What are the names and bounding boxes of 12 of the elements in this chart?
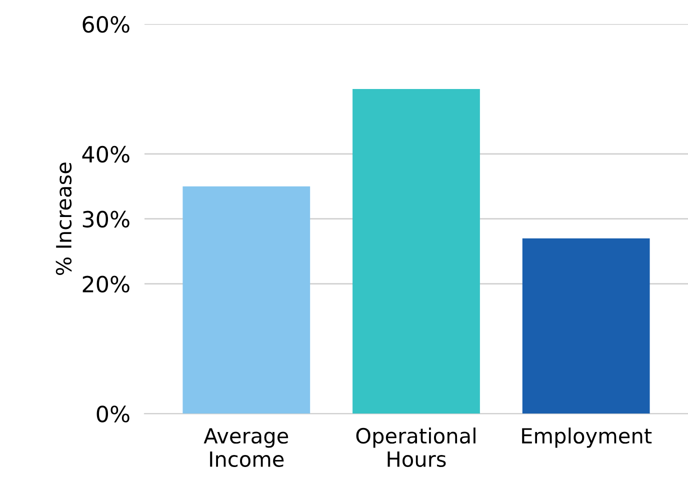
y-axis-title: % Increase (56, 162, 72, 275)
bar (522, 238, 650, 414)
x-tick-label: Operational Hours (356, 428, 476, 468)
y-tick-label: 60% (82, 16, 130, 33)
y-tick-label: 40% (82, 146, 130, 163)
x-tick-label: Employment (522, 428, 652, 448)
y-tick-label: 20% (82, 276, 130, 293)
bar (182, 186, 310, 414)
x-tick-label: Average Income (204, 428, 288, 468)
y-tick-label: 0% (96, 406, 130, 422)
bar (352, 88, 480, 414)
y-tick-label: 30% (82, 210, 130, 228)
